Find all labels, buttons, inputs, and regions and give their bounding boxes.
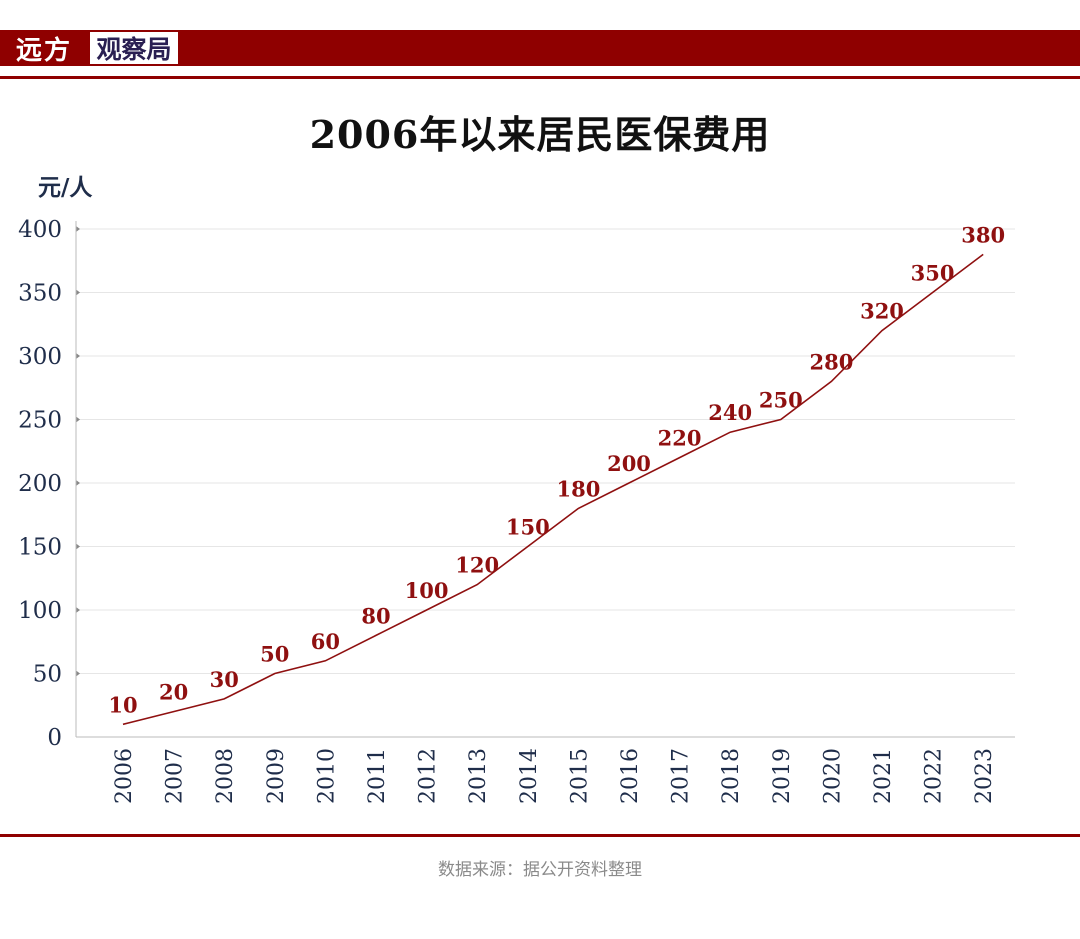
data-label: 60 (311, 629, 340, 654)
y-axis-unit: 元/人 (38, 174, 93, 201)
data-label: 20 (159, 680, 188, 705)
series-line (122, 253, 984, 726)
y-tick-label: 200 (18, 471, 62, 497)
y-tick-label: 400 (18, 217, 62, 243)
x-tick-label: 2020 (820, 748, 845, 804)
brand-logo-right: 观察局 (90, 32, 178, 64)
x-tick-label: 2023 (972, 748, 997, 804)
x-tick-label: 2019 (770, 748, 795, 804)
data-label: 180 (556, 476, 600, 501)
data-label: 350 (911, 261, 955, 286)
data-label: 120 (455, 553, 499, 578)
x-tick-label: 2009 (264, 748, 289, 804)
y-tick-mark (76, 416, 80, 423)
data-label: 320 (860, 299, 904, 324)
x-tick-label: 2014 (517, 748, 542, 804)
y-tick-label: 250 (18, 408, 62, 434)
x-tick-label: 2013 (466, 748, 491, 804)
data-label: 10 (108, 692, 137, 717)
x-tick-label: 2022 (922, 748, 947, 804)
x-tick-label: 2017 (669, 748, 694, 804)
data-label: 100 (405, 578, 449, 603)
brand-logo-left: 远方 (15, 35, 72, 66)
y-tick-label: 50 (33, 662, 62, 688)
data-label: 280 (809, 349, 853, 374)
data-label: 380 (961, 222, 1005, 247)
y-tick-mark (76, 543, 80, 550)
x-tick-label: 2010 (314, 748, 339, 804)
y-tick-label: 100 (18, 598, 62, 624)
y-tick-mark (76, 607, 80, 613)
y-tick-label: 300 (18, 344, 62, 370)
data-label: 150 (506, 515, 550, 540)
data-label: 30 (210, 667, 239, 692)
y-tick-mark (76, 226, 80, 232)
x-tick-label: 2016 (618, 748, 643, 804)
data-label: 220 (658, 426, 702, 451)
header-divider (0, 76, 1080, 79)
x-tick-label: 2011 (365, 748, 390, 804)
y-tick-mark (76, 480, 80, 486)
brand-bar (0, 30, 1080, 66)
data-source: 数据来源：据公开资料整理 (438, 860, 642, 880)
y-tick-label: 350 (18, 281, 62, 307)
x-tick-label: 2007 (163, 748, 188, 804)
chart-title: 2006年以来居民医保费用 (309, 112, 771, 157)
data-label: 200 (607, 451, 651, 476)
data-label: 240 (708, 400, 752, 425)
data-label: 80 (361, 603, 390, 628)
x-tick-label: 2021 (871, 748, 896, 804)
x-tick-label: 2012 (416, 748, 441, 804)
data-label: 250 (759, 388, 803, 413)
y-tick-mark (76, 670, 80, 677)
y-tick-label: 0 (47, 725, 62, 751)
y-tick-mark (76, 289, 80, 296)
x-tick-label: 2008 (213, 748, 238, 804)
footer-divider (0, 834, 1080, 837)
x-tick-label: 2006 (112, 748, 137, 804)
x-tick-label: 2015 (567, 748, 592, 804)
y-tick-mark (76, 353, 80, 359)
y-tick-label: 150 (18, 535, 62, 561)
x-tick-label: 2018 (719, 748, 744, 804)
data-label: 50 (260, 642, 289, 667)
